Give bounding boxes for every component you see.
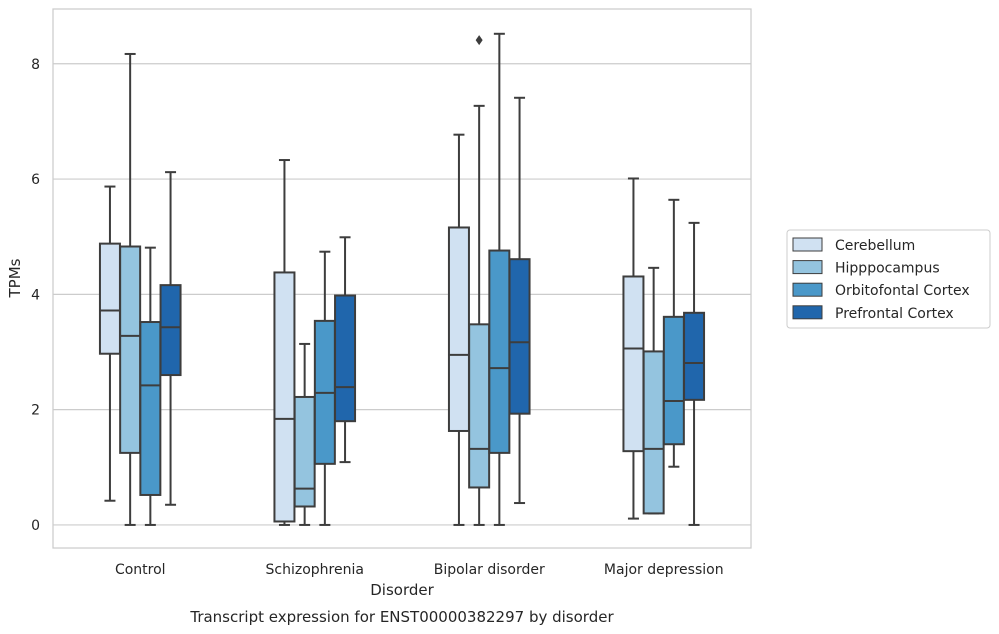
box-2-3 xyxy=(662,198,685,468)
y-tick-label: 0 xyxy=(31,518,40,534)
y-tick-label: 6 xyxy=(31,172,40,188)
box-body xyxy=(622,275,645,453)
box-3-1 xyxy=(334,236,357,464)
box-body xyxy=(447,226,470,432)
legend-item: Cerebellum xyxy=(792,237,915,254)
legend: Cerebellum Hipppocampus Orbitofontal Corte… xyxy=(786,229,991,329)
x-tick-label: Bipolar disorder xyxy=(434,562,545,578)
box-0-0 xyxy=(98,185,121,502)
legend-item: Orbitofontal Cortex xyxy=(792,282,970,299)
box-body xyxy=(293,395,316,508)
y-tick-label: 2 xyxy=(31,403,40,419)
box-1-0 xyxy=(119,52,142,526)
legend-swatch xyxy=(792,260,823,275)
y-tick-label: 8 xyxy=(31,57,40,73)
plot-frame xyxy=(52,8,752,549)
box-body xyxy=(119,245,142,454)
y-axis-ticks: 0 2 4 6 8 xyxy=(31,57,40,534)
box-body xyxy=(334,294,357,423)
legend-label: Prefrontal Cortex xyxy=(835,306,954,322)
outlier-point xyxy=(475,35,483,46)
legend-label: Cerebellum xyxy=(835,238,915,254)
legend-label: Orbitofontal Cortex xyxy=(835,283,970,299)
box-body xyxy=(98,242,121,355)
y-axis-title: TPMs xyxy=(6,258,24,298)
box-2-1 xyxy=(313,250,336,526)
x-tick-label: Schizophrenia xyxy=(266,562,364,578)
box-body xyxy=(468,323,491,489)
box-0-2 xyxy=(447,133,470,526)
legend-label: Hipppocampus xyxy=(835,261,940,277)
box-0-3 xyxy=(622,177,645,520)
box-body xyxy=(159,284,182,377)
box-3-3 xyxy=(683,221,706,526)
box-body xyxy=(642,350,665,515)
y-tick-label: 4 xyxy=(31,287,40,303)
box-3-0 xyxy=(159,171,182,506)
box-body xyxy=(508,258,531,415)
box-body xyxy=(488,249,511,454)
box-body xyxy=(273,271,296,523)
legend-swatch xyxy=(792,282,823,297)
box-2-0 xyxy=(139,246,162,526)
chart-caption: Transcript expression for ENST0000038229… xyxy=(189,608,614,626)
box-groups xyxy=(98,32,706,526)
x-tick-label: Major depression xyxy=(604,562,724,578)
legend-swatch xyxy=(792,305,823,320)
box-body xyxy=(683,311,706,401)
box-body xyxy=(662,315,685,446)
legend-swatch xyxy=(792,237,823,252)
x-axis-title: Disorder xyxy=(370,581,434,599)
legend-item: Hipppocampus xyxy=(792,260,940,277)
box-body xyxy=(139,321,162,496)
legend-item: Prefrontal Cortex xyxy=(792,305,954,322)
box-3-2 xyxy=(508,96,531,505)
x-tick-label: Control xyxy=(115,562,166,578)
box-2-2 xyxy=(488,32,511,526)
legend-frame xyxy=(786,229,991,329)
x-axis-ticks: Control Schizophrenia Bipolar disorder Majo… xyxy=(115,562,724,578)
